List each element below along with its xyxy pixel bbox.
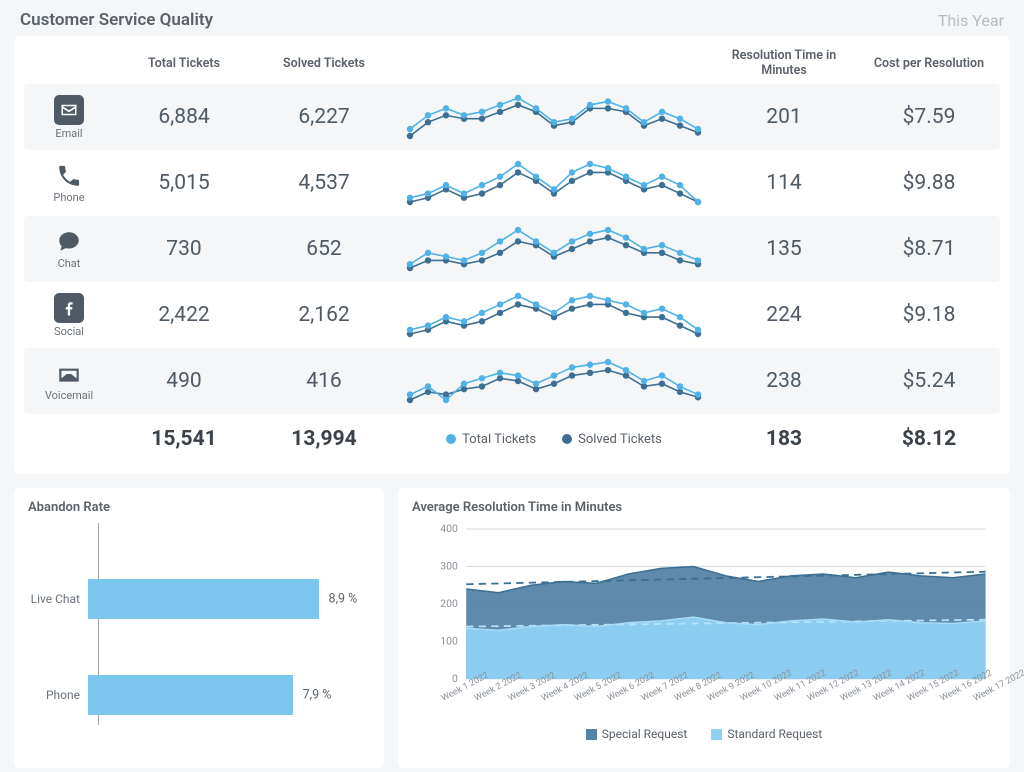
cost-value: $5.24 (854, 369, 1004, 393)
res-value: 135 (714, 237, 854, 261)
sparkline (394, 352, 714, 410)
table-header: Total Tickets Solved Tickets Resolution … (24, 42, 1000, 84)
col-total-tickets: Total Tickets (114, 56, 254, 71)
svg-text:300: 300 (440, 562, 458, 573)
resolution-chart: 0100200300400 Week 1 2022Week 2 2022Week… (412, 523, 996, 733)
email-icon (54, 95, 84, 125)
solved-value: 6,227 (254, 105, 394, 129)
svg-text:200: 200 (440, 599, 458, 610)
table-row: Phone 5,015 4,537 114 $9.88 (24, 150, 1000, 216)
cost-avg: $8.12 (854, 427, 1004, 451)
channel-label: Social (54, 325, 84, 338)
channel-label: Phone (53, 191, 84, 204)
sparkline (394, 154, 714, 212)
res-value: 224 (714, 303, 854, 327)
channel-cell: Email (24, 95, 114, 140)
channel-cell: Chat (24, 229, 114, 270)
res-value: 114 (714, 171, 854, 195)
col-solved-tickets: Solved Tickets (254, 56, 394, 71)
facebook-icon (54, 293, 84, 323)
abandon-title: Abandon Rate (28, 500, 370, 515)
total-value: 6,884 (114, 105, 254, 129)
header: Customer Service Quality This Year (0, 0, 1024, 36)
phone-icon (56, 163, 82, 189)
hbar-label: Phone (28, 688, 88, 702)
spark-legend: Total Tickets Solved Tickets (394, 432, 714, 447)
total-sum: 15,541 (114, 427, 254, 451)
solved-value: 652 (254, 237, 394, 261)
cost-value: $8.71 (854, 237, 1004, 261)
chat-icon (56, 229, 82, 255)
res-value: 201 (714, 105, 854, 129)
solved-value: 2,162 (254, 303, 394, 327)
hbar-label: Live Chat (28, 592, 88, 606)
table-row: Chat 730 652 135 $8.71 (24, 216, 1000, 282)
sparkline (394, 88, 714, 146)
col-cost: Cost per Resolution (854, 56, 1004, 71)
col-resolution-time: Resolution Time in Minutes (714, 48, 854, 78)
cost-value: $9.18 (854, 303, 1004, 327)
period-label: This Year (938, 11, 1004, 30)
resolution-legend: Special Request Standard Request (412, 727, 996, 741)
channel-label: Email (55, 127, 82, 140)
channel-table: Total Tickets Solved Tickets Resolution … (14, 36, 1010, 474)
table-row: Voicemail 490 416 238 $5.24 (24, 348, 1000, 414)
resolution-title: Average Resolution Time in Minutes (412, 500, 996, 515)
total-value: 2,422 (114, 303, 254, 327)
cost-value: $7.59 (854, 105, 1004, 129)
svg-text:400: 400 (440, 524, 458, 535)
sparkline (394, 286, 714, 344)
channel-label: Voicemail (45, 389, 93, 402)
hbar-row: Live Chat 8,9 % (28, 577, 360, 621)
solved-sum: 13,994 (254, 427, 394, 451)
abandon-rate-card: Abandon Rate Live Chat 8,9 % Phone 7,9 % (14, 488, 384, 768)
avg-resolution-card: Average Resolution Time in Minutes 0 100 2… (398, 488, 1010, 768)
abandon-chart: Live Chat 8,9 % Phone 7,9 % (28, 523, 370, 743)
solved-value: 4,537 (254, 171, 394, 195)
page-title: Customer Service Quality (20, 10, 213, 30)
table-row: Social 2,422 2,162 224 $9.18 (24, 282, 1000, 348)
channel-cell: Voicemail (24, 361, 114, 402)
totals-row: 15,541 13,994 Total Tickets Solved Ticke… (24, 414, 1000, 464)
total-value: 730 (114, 237, 254, 261)
cost-value: $9.88 (854, 171, 1004, 195)
channel-cell: Social (24, 293, 114, 338)
hbar-row: Phone 7,9 % (28, 673, 360, 717)
total-value: 490 (114, 369, 254, 393)
solved-value: 416 (254, 369, 394, 393)
svg-text:0: 0 (452, 674, 458, 685)
sparkline (394, 220, 714, 278)
voicemail-icon (56, 361, 82, 387)
res-value: 238 (714, 369, 854, 393)
res-avg: 183 (714, 427, 854, 451)
svg-text:100: 100 (440, 637, 458, 648)
channel-label: Chat (58, 257, 81, 270)
channel-cell: Phone (24, 163, 114, 204)
table-row: Email 6,884 6,227 201 $7.59 (24, 84, 1000, 150)
total-value: 5,015 (114, 171, 254, 195)
